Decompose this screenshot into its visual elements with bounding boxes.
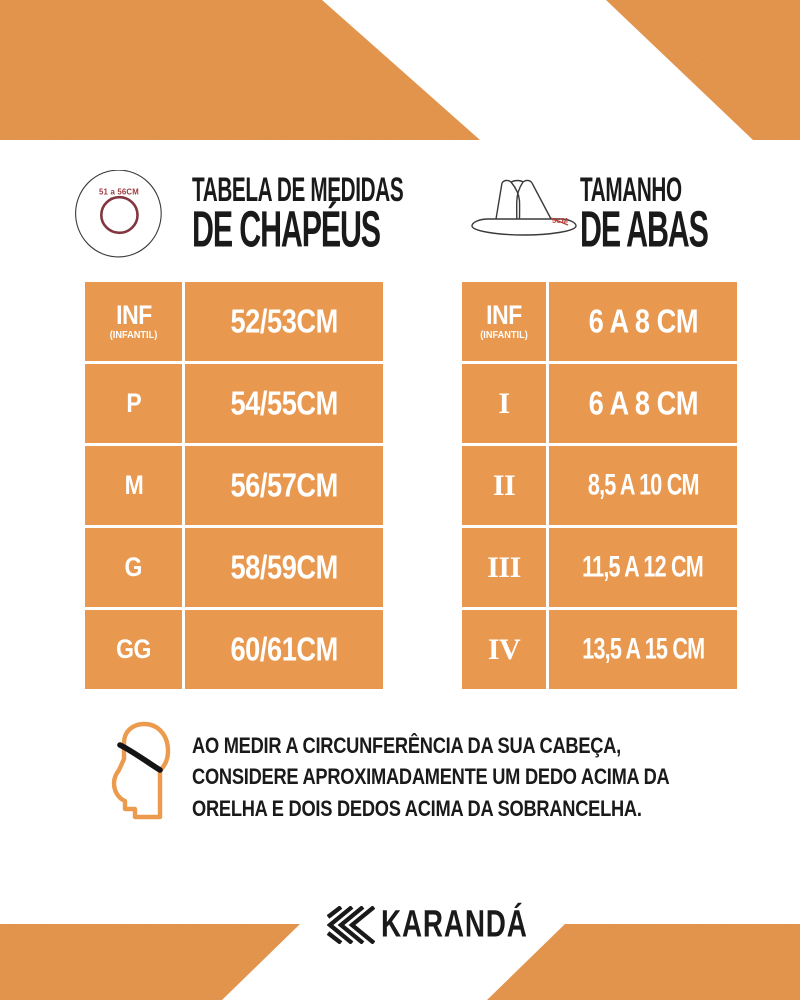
svg-text:51 a 56CM: 51 a 56CM — [99, 188, 139, 197]
svg-text:5CM: 5CM — [552, 216, 568, 225]
